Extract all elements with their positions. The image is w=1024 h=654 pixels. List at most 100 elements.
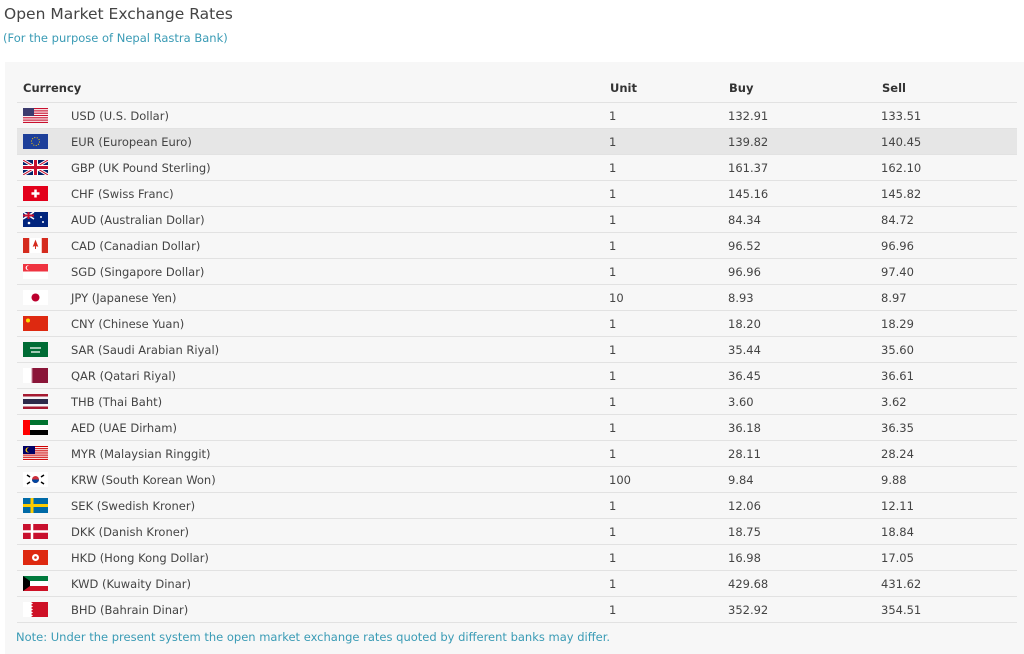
buy-rate: 16.98 xyxy=(728,544,881,571)
buy-rate: 139.82 xyxy=(728,128,881,155)
flag-cell xyxy=(17,362,71,389)
sell-rate: 12.11 xyxy=(881,492,1017,519)
unit-value: 1 xyxy=(609,596,728,623)
col-currency: Currency xyxy=(17,74,609,103)
currency-name: QAR (Qatari Riyal) xyxy=(71,362,609,389)
flag-cell xyxy=(17,518,71,545)
unit-value: 1 xyxy=(609,154,728,181)
page-title: Open Market Exchange Rates xyxy=(4,5,233,23)
unit-value: 1 xyxy=(609,518,728,545)
currency-name: SGD (Singapore Dollar) xyxy=(71,258,609,285)
sell-rate: 97.40 xyxy=(881,258,1017,285)
table-row: USD (U.S. Dollar) 1 132.91 133.51 xyxy=(17,102,1017,129)
sell-rate: 36.35 xyxy=(881,414,1017,441)
table-row: KRW (South Korean Won) 100 9.84 9.88 xyxy=(17,466,1017,493)
buy-rate: 8.93 xyxy=(728,284,881,311)
flag-cell xyxy=(17,258,71,285)
currency-name: USD (U.S. Dollar) xyxy=(71,102,609,129)
flag-cell xyxy=(17,466,71,493)
sell-rate: 35.60 xyxy=(881,336,1017,363)
unit-value: 1 xyxy=(609,310,728,337)
flag-cell xyxy=(17,388,71,415)
sell-rate: 96.96 xyxy=(881,232,1017,259)
buy-rate: 132.91 xyxy=(728,102,881,129)
buy-rate: 18.20 xyxy=(728,310,881,337)
table-header: Currency Unit Buy Sell xyxy=(17,74,1017,103)
currency-name: SEK (Swedish Kroner) xyxy=(71,492,609,519)
buy-rate: 12.06 xyxy=(728,492,881,519)
buy-rate: 18.75 xyxy=(728,518,881,545)
table-row: DKK (Danish Kroner) 1 18.75 18.84 xyxy=(17,518,1017,545)
table-row: CHF (Swiss Franc) 1 145.16 145.82 xyxy=(17,180,1017,207)
table-row: CNY (Chinese Yuan) 1 18.20 18.29 xyxy=(17,310,1017,337)
bh-flag-icon xyxy=(23,602,48,617)
currency-name: JPY (Japanese Yen) xyxy=(71,284,609,311)
unit-value: 1 xyxy=(609,544,728,571)
unit-value: 1 xyxy=(609,414,728,441)
table-row: KWD (Kuwaity Dinar) 1 429.68 431.62 xyxy=(17,570,1017,597)
sell-rate: 140.45 xyxy=(881,128,1017,155)
buy-rate: 3.60 xyxy=(728,388,881,415)
buy-rate: 145.16 xyxy=(728,180,881,207)
cn-flag-icon xyxy=(23,316,48,331)
unit-value: 1 xyxy=(609,258,728,285)
flag-cell xyxy=(17,102,71,129)
currency-name: GBP (UK Pound Sterling) xyxy=(71,154,609,181)
unit-value: 1 xyxy=(609,180,728,207)
table-row: SAR (Saudi Arabian Riyal) 1 35.44 35.60 xyxy=(17,336,1017,363)
flag-cell xyxy=(17,336,71,363)
col-buy: Buy xyxy=(728,74,881,103)
qa-flag-icon xyxy=(23,368,48,383)
unit-value: 1 xyxy=(609,388,728,415)
rates-panel: Currency Unit Buy Sell USD (U.S. Dollar)… xyxy=(5,62,1024,654)
flag-cell xyxy=(17,440,71,467)
unit-value: 1 xyxy=(609,570,728,597)
ae-flag-icon xyxy=(23,420,48,435)
currency-name: KWD (Kuwaity Dinar) xyxy=(71,570,609,597)
currency-name: AED (UAE Dirham) xyxy=(71,414,609,441)
table-row: QAR (Qatari Riyal) 1 36.45 36.61 xyxy=(17,362,1017,389)
unit-value: 1 xyxy=(609,440,728,467)
flag-cell xyxy=(17,414,71,441)
ca-flag-icon xyxy=(23,238,48,253)
buy-rate: 28.11 xyxy=(728,440,881,467)
th-flag-icon xyxy=(23,394,48,409)
table-row: GBP (UK Pound Sterling) 1 161.37 162.10 xyxy=(17,154,1017,181)
table-row: CAD (Canadian Dollar) 1 96.52 96.96 xyxy=(17,232,1017,259)
sg-flag-icon xyxy=(23,264,48,279)
unit-value: 1 xyxy=(609,492,728,519)
unit-value: 100 xyxy=(609,466,728,493)
sa-flag-icon xyxy=(23,342,48,357)
hk-flag-icon xyxy=(23,550,48,565)
sell-rate: 3.62 xyxy=(881,388,1017,415)
sell-rate: 145.82 xyxy=(881,180,1017,207)
disclaimer-note: Note: Under the present system the open … xyxy=(16,630,611,644)
sell-rate: 84.72 xyxy=(881,206,1017,233)
sell-rate: 431.62 xyxy=(881,570,1017,597)
uk-flag-icon xyxy=(23,160,48,175)
currency-name: KRW (South Korean Won) xyxy=(71,466,609,493)
table-row: JPY (Japanese Yen) 10 8.93 8.97 xyxy=(17,284,1017,311)
buy-rate: 9.84 xyxy=(728,466,881,493)
my-flag-icon xyxy=(23,446,48,461)
unit-value: 1 xyxy=(609,102,728,129)
currency-name: DKK (Danish Kroner) xyxy=(71,518,609,545)
unit-value: 1 xyxy=(609,336,728,363)
table-row: AED (UAE Dirham) 1 36.18 36.35 xyxy=(17,414,1017,441)
currency-name: CHF (Swiss Franc) xyxy=(71,180,609,207)
table-row: HKD (Hong Kong Dollar) 1 16.98 17.05 xyxy=(17,544,1017,571)
kw-flag-icon xyxy=(23,576,48,591)
flag-cell xyxy=(17,544,71,571)
sell-rate: 354.51 xyxy=(881,596,1017,623)
table-row: MYR (Malaysian Ringgit) 1 28.11 28.24 xyxy=(17,440,1017,467)
sell-rate: 133.51 xyxy=(881,102,1017,129)
unit-value: 1 xyxy=(609,232,728,259)
sell-rate: 28.24 xyxy=(881,440,1017,467)
unit-value: 1 xyxy=(609,362,728,389)
unit-value: 10 xyxy=(609,284,728,311)
unit-value: 1 xyxy=(609,206,728,233)
flag-cell xyxy=(17,492,71,519)
table-row: SGD (Singapore Dollar) 1 96.96 97.40 xyxy=(17,258,1017,285)
flag-cell xyxy=(17,232,71,259)
buy-rate: 161.37 xyxy=(728,154,881,181)
